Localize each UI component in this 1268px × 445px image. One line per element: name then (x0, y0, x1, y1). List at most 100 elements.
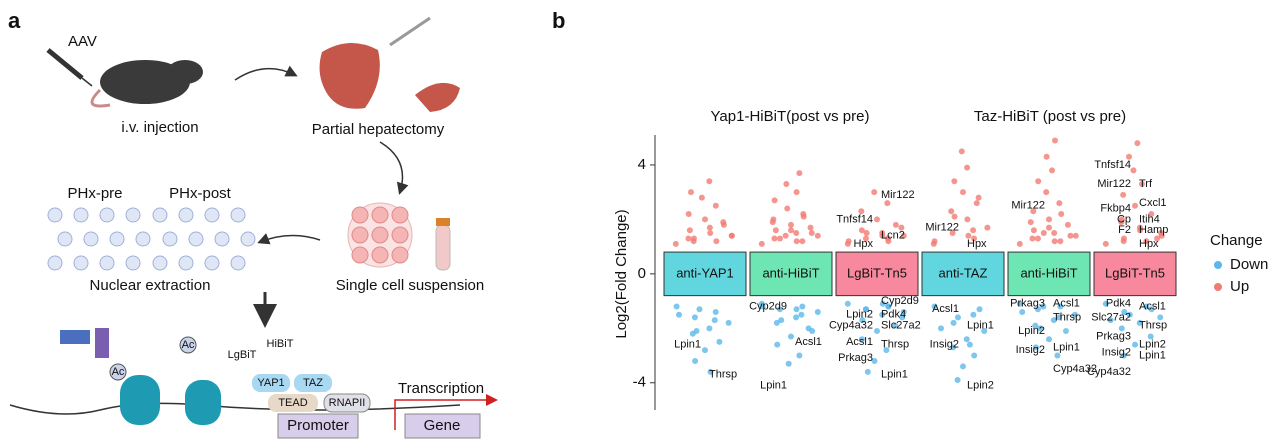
point (864, 368, 871, 375)
point (862, 235, 869, 242)
gene-label: Cyp4a32 (1053, 363, 1097, 375)
point (1136, 319, 1143, 326)
gene-label: Mir122 (925, 221, 959, 233)
point (788, 221, 794, 228)
point (692, 357, 699, 364)
label: Single cell suspension (336, 277, 484, 294)
point (1143, 303, 1150, 310)
point (1043, 153, 1050, 160)
point (879, 232, 886, 239)
box (252, 374, 290, 392)
point (958, 148, 965, 155)
group-label: anti-TAZ (939, 265, 988, 280)
ac-mark (179, 336, 197, 354)
liver-lobe (415, 82, 460, 112)
point (707, 230, 714, 237)
nucleosome (120, 375, 160, 425)
point (1137, 227, 1144, 234)
point (706, 325, 713, 332)
point (1064, 221, 1071, 228)
point (716, 338, 723, 345)
point (793, 189, 800, 196)
point (963, 336, 970, 343)
point (845, 238, 852, 245)
box (268, 394, 318, 412)
point (1049, 167, 1056, 174)
point (1027, 219, 1034, 226)
point (960, 363, 966, 370)
point (808, 230, 815, 237)
gene-label: Trf (1139, 178, 1153, 190)
point (1046, 336, 1052, 343)
point (814, 308, 821, 315)
point (1030, 227, 1037, 234)
point (778, 317, 785, 324)
point (793, 238, 800, 245)
nucleus (125, 207, 141, 223)
point (771, 235, 778, 242)
point (1120, 191, 1127, 198)
point (1158, 232, 1165, 239)
point (1118, 216, 1125, 223)
nucleus (73, 207, 89, 223)
point (1148, 210, 1155, 217)
point (1019, 308, 1026, 315)
gene-label: Thrsp (881, 339, 909, 351)
point (966, 341, 973, 348)
gene-label: Lpin2 (846, 309, 873, 321)
group-label: LgBiT-Tn5 (847, 265, 907, 280)
nucleus (214, 231, 230, 247)
point (1051, 238, 1058, 245)
point (858, 208, 865, 215)
nucleus (73, 255, 89, 271)
y-tick-label: 0 (638, 265, 646, 282)
nucleus (178, 255, 194, 271)
group-label: anti-HiBiT (762, 265, 819, 280)
point (975, 194, 982, 201)
panel-a: a AAV i.v. injection Partial hepatectomy… (8, 8, 498, 439)
label: Partial hepatectomy (312, 121, 445, 138)
point (863, 230, 870, 237)
point (1107, 317, 1114, 324)
point (1067, 232, 1074, 239)
label: YAP1 (257, 377, 284, 389)
cell (371, 206, 389, 224)
cell (391, 246, 409, 264)
dna (9, 402, 461, 415)
point (799, 238, 806, 245)
point (879, 311, 886, 318)
point (976, 306, 983, 313)
point (899, 314, 906, 321)
point (965, 232, 972, 239)
point (711, 317, 718, 324)
point (900, 308, 907, 315)
nucleus (230, 255, 246, 271)
cell (351, 246, 369, 264)
point (874, 216, 880, 223)
point (693, 328, 700, 335)
scalpel (389, 16, 431, 47)
nucleus (162, 231, 178, 247)
gene-label: Insig2 (1016, 344, 1045, 356)
legend-title: Change (1210, 232, 1263, 249)
point (1040, 303, 1047, 310)
point (1057, 303, 1064, 310)
nucleus (109, 231, 125, 247)
point (1120, 238, 1127, 245)
label: Gene (424, 417, 461, 434)
point (676, 311, 682, 318)
point (885, 303, 892, 310)
point (796, 352, 803, 359)
label: Nuclear extraction (90, 277, 211, 294)
nuclei (47, 207, 256, 271)
point (809, 328, 816, 335)
point (788, 333, 794, 340)
point (720, 219, 727, 226)
nucleus (204, 255, 220, 271)
gene-label: Prkag3 (838, 352, 873, 364)
cell (391, 226, 409, 244)
panel-letter: b (552, 8, 565, 33)
point (773, 319, 780, 326)
point (783, 181, 790, 188)
label: PHx-post (169, 185, 232, 202)
